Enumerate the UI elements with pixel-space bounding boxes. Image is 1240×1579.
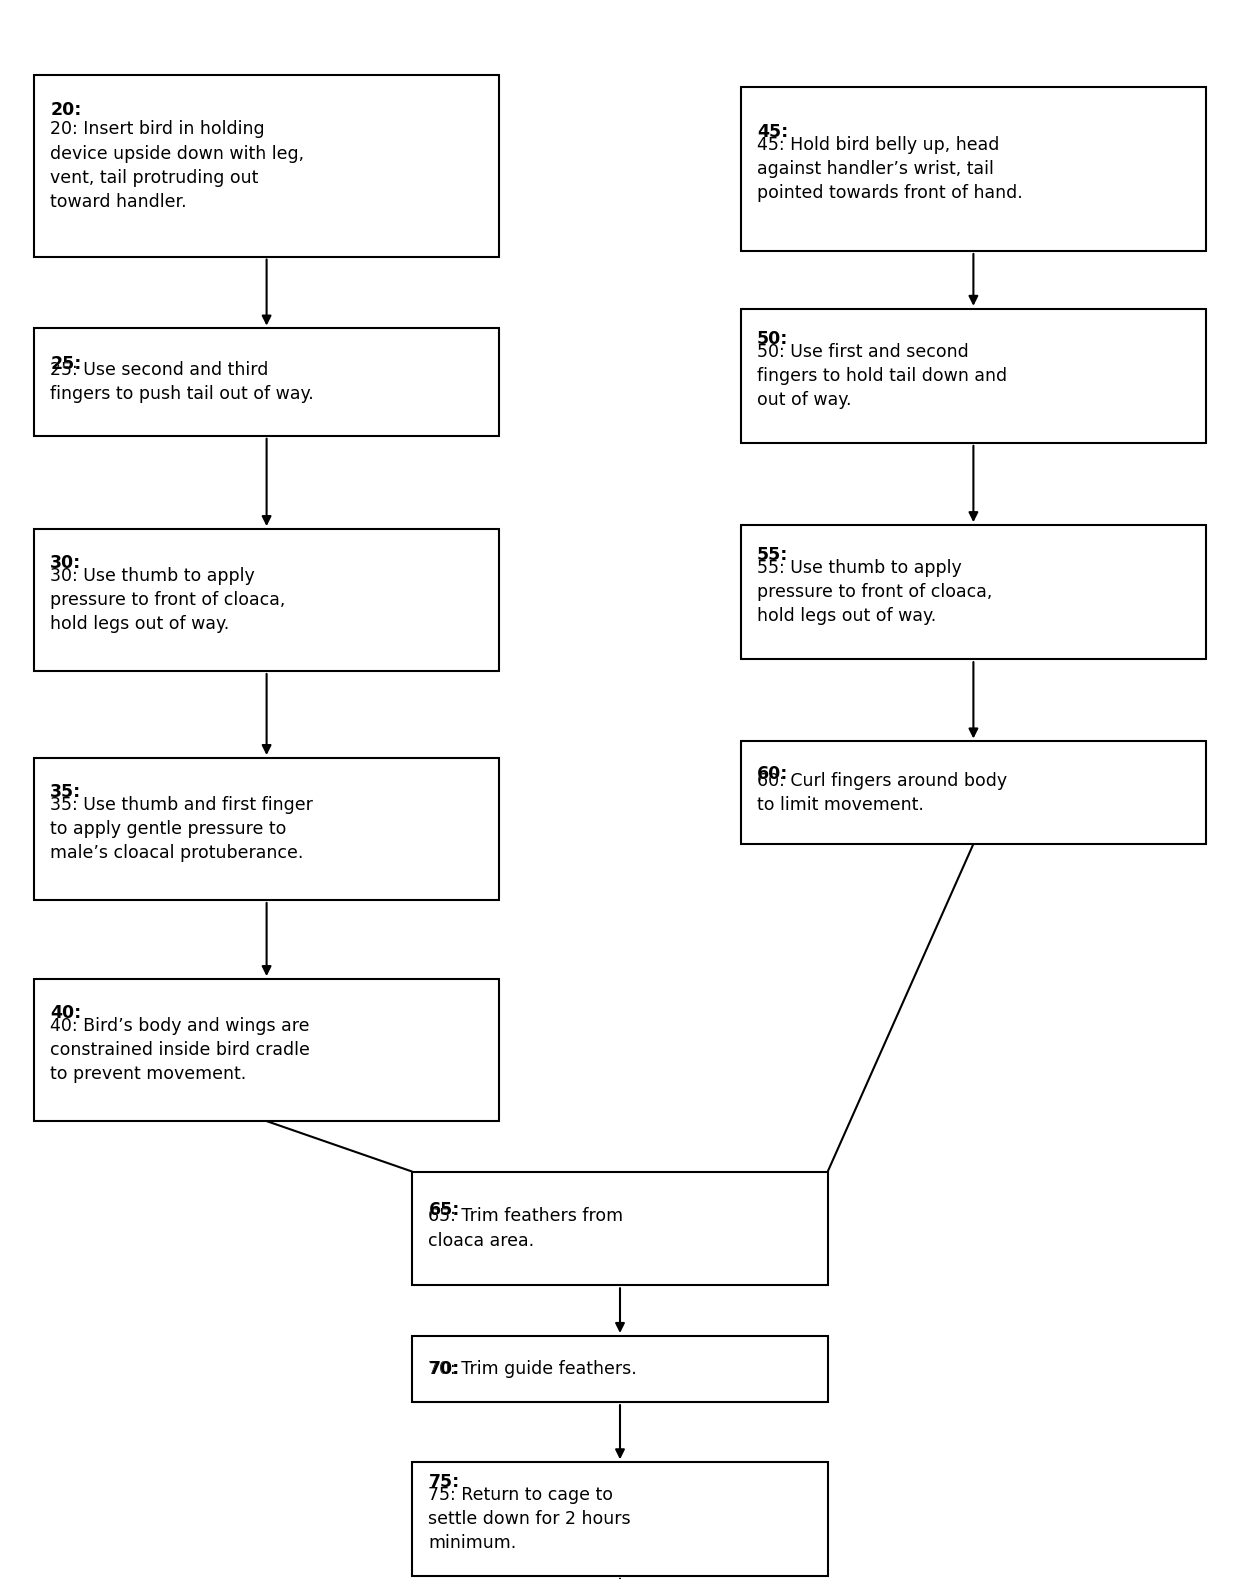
Text: 60: Curl fingers around body
to limit movement.: 60: Curl fingers around body to limit mo… [756, 772, 1007, 813]
Text: 45: Hold bird belly up, head
against handler’s wrist, tail
pointed towards front: 45: Hold bird belly up, head against han… [756, 136, 1023, 202]
Text: 70: Trim guide feathers.: 70: Trim guide feathers. [429, 1360, 637, 1378]
Text: 50:: 50: [756, 330, 789, 347]
Text: 65:: 65: [429, 1202, 460, 1219]
FancyBboxPatch shape [742, 524, 1205, 660]
Text: 30:: 30: [50, 554, 82, 572]
Text: 70:: 70: [429, 1360, 460, 1378]
Text: 40: Bird’s body and wings are
constrained inside bird cradle
to prevent movement: 40: Bird’s body and wings are constraine… [50, 1017, 310, 1083]
FancyBboxPatch shape [33, 758, 498, 900]
Text: 20:: 20: [50, 101, 82, 120]
Text: 65: Trim feathers from
cloaca area.: 65: Trim feathers from cloaca area. [429, 1208, 624, 1249]
FancyBboxPatch shape [412, 1462, 828, 1576]
Text: 35:: 35: [50, 783, 82, 801]
FancyBboxPatch shape [33, 74, 498, 256]
Text: 30: Use thumb to apply
pressure to front of cloaca,
hold legs out of way.: 30: Use thumb to apply pressure to front… [50, 567, 285, 633]
Text: 40:: 40: [50, 1004, 82, 1022]
FancyBboxPatch shape [33, 328, 498, 436]
Text: 40:: 40: [50, 1004, 82, 1022]
FancyBboxPatch shape [742, 87, 1205, 251]
FancyBboxPatch shape [412, 1172, 828, 1285]
Text: 45:: 45: [756, 123, 789, 141]
Text: 75:: 75: [429, 1473, 460, 1491]
Text: 25:: 25: [50, 355, 82, 373]
Text: 25:: 25: [50, 355, 82, 373]
Text: 25: Use second and third
fingers to push tail out of way.: 25: Use second and third fingers to push… [50, 362, 314, 403]
Text: 60:: 60: [756, 766, 789, 783]
Text: 50:: 50: [756, 330, 789, 347]
Text: 55: Use thumb to apply
pressure to front of cloaca,
hold legs out of way.: 55: Use thumb to apply pressure to front… [756, 559, 992, 625]
Text: 55:: 55: [756, 546, 789, 564]
Text: 75: Return to cage to
settle down for 2 hours
minimum.: 75: Return to cage to settle down for 2 … [429, 1486, 631, 1552]
Text: 55:: 55: [756, 546, 789, 564]
Text: 20: Insert bird in holding
device upside down with leg,
vent, tail protruding ou: 20: Insert bird in holding device upside… [50, 120, 304, 212]
Text: 70:: 70: [429, 1360, 460, 1378]
Text: 65:: 65: [429, 1202, 460, 1219]
Text: 45:: 45: [756, 123, 789, 141]
Text: 30:: 30: [50, 554, 82, 572]
Text: 20:: 20: [50, 101, 82, 120]
FancyBboxPatch shape [33, 979, 498, 1121]
Text: 50: Use first and second
fingers to hold tail down and
out of way.: 50: Use first and second fingers to hold… [756, 343, 1007, 409]
FancyBboxPatch shape [742, 309, 1205, 442]
Text: 75:: 75: [429, 1473, 460, 1491]
FancyBboxPatch shape [412, 1336, 828, 1402]
Text: 35: Use thumb and first finger
to apply gentle pressure to
male’s cloacal protub: 35: Use thumb and first finger to apply … [50, 796, 312, 862]
FancyBboxPatch shape [742, 742, 1205, 843]
Text: 35:: 35: [50, 783, 82, 801]
Text: 60:: 60: [756, 766, 789, 783]
FancyBboxPatch shape [33, 529, 498, 671]
